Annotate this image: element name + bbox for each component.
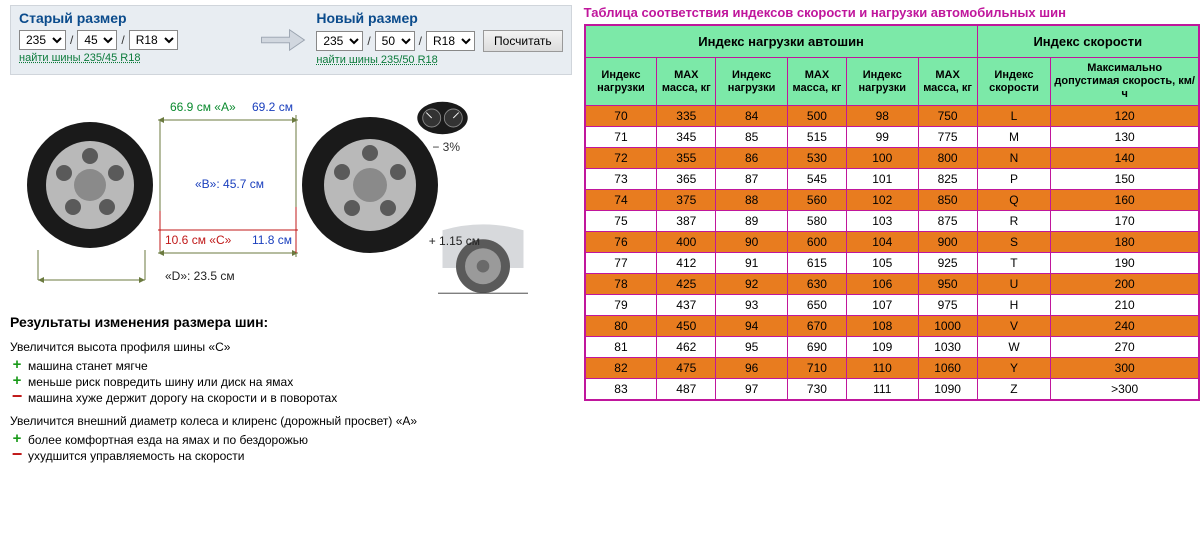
col-load-idx-3: Индекс нагрузки [846, 58, 918, 106]
dim-a-old: 66.9 см «А» [170, 100, 236, 114]
bullet-row: +машина станет мягче [10, 358, 572, 374]
plus-icon: + [10, 358, 24, 372]
diameter-a-heading: Увеличится внешний диаметр колеса и клир… [10, 414, 572, 428]
table-row: 7943793650107975H210 [585, 295, 1199, 316]
table-row: 82475967101101060Y300 [585, 358, 1199, 379]
table-row: 7437588560102850Q160 [585, 190, 1199, 211]
col-max-mass-3: MAX масса, кг [918, 58, 977, 106]
table-row: 7336587545101825P150 [585, 169, 1199, 190]
load-index-header: Индекс нагрузки автошин [585, 25, 977, 58]
calculate-button[interactable]: Посчитать [483, 30, 563, 52]
bullet-row: −ухудшится управляемость на скорости [10, 448, 572, 464]
speedometer-error-label: − 3% [432, 140, 460, 154]
old-profile-select[interactable]: 45 [77, 30, 117, 50]
dim-d: «D»: 23.5 см [165, 269, 235, 283]
col-max-speed: Максимально допустимая скорость, км/ч [1051, 58, 1199, 106]
arrow-icon [258, 20, 308, 60]
table-row: 80450946701081000V240 [585, 316, 1199, 337]
dim-c-new: 11.8 см [252, 233, 292, 247]
col-max-mass-2: MAX масса, кг [787, 58, 846, 106]
col-load-idx-1: Индекс нагрузки [585, 58, 657, 106]
old-size-title: Старый размер [19, 10, 250, 26]
table-row: 81462956901091030W270 [585, 337, 1199, 358]
find-new-tires-link[interactable]: найти шины 235/50 R18 [316, 54, 437, 66]
minus-icon: − [10, 390, 24, 402]
dim-b: «B»: 45.7 см [195, 177, 264, 191]
speedometer-icon [415, 100, 470, 136]
profile-c-heading: Увеличится высота профиля шины «C» [10, 340, 572, 354]
minus-icon: − [10, 448, 24, 460]
table-title: Таблица соответствия индексов скорости и… [584, 5, 1200, 20]
col-max-mass-1: MAX масса, кг [657, 58, 716, 106]
dim-c-old: 10.6 см «С» [165, 233, 231, 247]
find-old-tires-link[interactable]: найти шины 235/45 R18 [19, 52, 140, 64]
new-size-title: Новый размер [316, 10, 562, 26]
speed-index-header: Индекс скорости [977, 25, 1199, 58]
old-width-select[interactable]: 235 [19, 30, 66, 50]
size-selector-bar: Старый размер 235 / 45 / R18 найти шины … [10, 5, 572, 75]
new-rim-select[interactable]: R18 [426, 31, 475, 51]
table-row: 703358450098750L120 [585, 106, 1199, 127]
bullet-row: −машина хуже держит дорогу на скорости и… [10, 390, 572, 406]
table-row: 7235586530100800N140 [585, 148, 1199, 169]
col-load-idx-2: Индекс нагрузки [716, 58, 788, 106]
table-row: 7640090600104900S180 [585, 232, 1199, 253]
dim-a-new: 69.2 см [252, 100, 293, 114]
table-row: 83487977301111090Z>300 [585, 379, 1199, 401]
clearance-delta-label: + 1.15 см [429, 234, 480, 248]
old-rim-select[interactable]: R18 [129, 30, 178, 50]
table-row: 7538789580103875R170 [585, 211, 1199, 232]
table-row: 713458551599775M130 [585, 127, 1199, 148]
new-profile-select[interactable]: 50 [375, 31, 415, 51]
table-row: 7842592630106950U200 [585, 274, 1199, 295]
bullet-row: +меньше риск повредить шину или диск на … [10, 374, 572, 390]
table-row: 7741291615105925T190 [585, 253, 1199, 274]
tire-calculator-panel: Старый размер 235 / 45 / R18 найти шины … [0, 0, 582, 550]
index-table-panel: Таблица соответствия индексов скорости и… [582, 0, 1200, 550]
results-heading: Результаты изменения размера шин: [10, 314, 572, 330]
new-width-select[interactable]: 235 [316, 31, 363, 51]
dimension-lines [10, 85, 450, 300]
index-table: Индекс нагрузки автошин Индекс скорости … [584, 24, 1200, 401]
bullet-row: +более комфортная езда на ямах и по безд… [10, 432, 572, 448]
col-speed-idx: Индекс скорости [977, 58, 1051, 106]
tire-diagram: 66.9 см «А» 69.2 см «B»: 45.7 см 10.6 см… [10, 85, 550, 300]
